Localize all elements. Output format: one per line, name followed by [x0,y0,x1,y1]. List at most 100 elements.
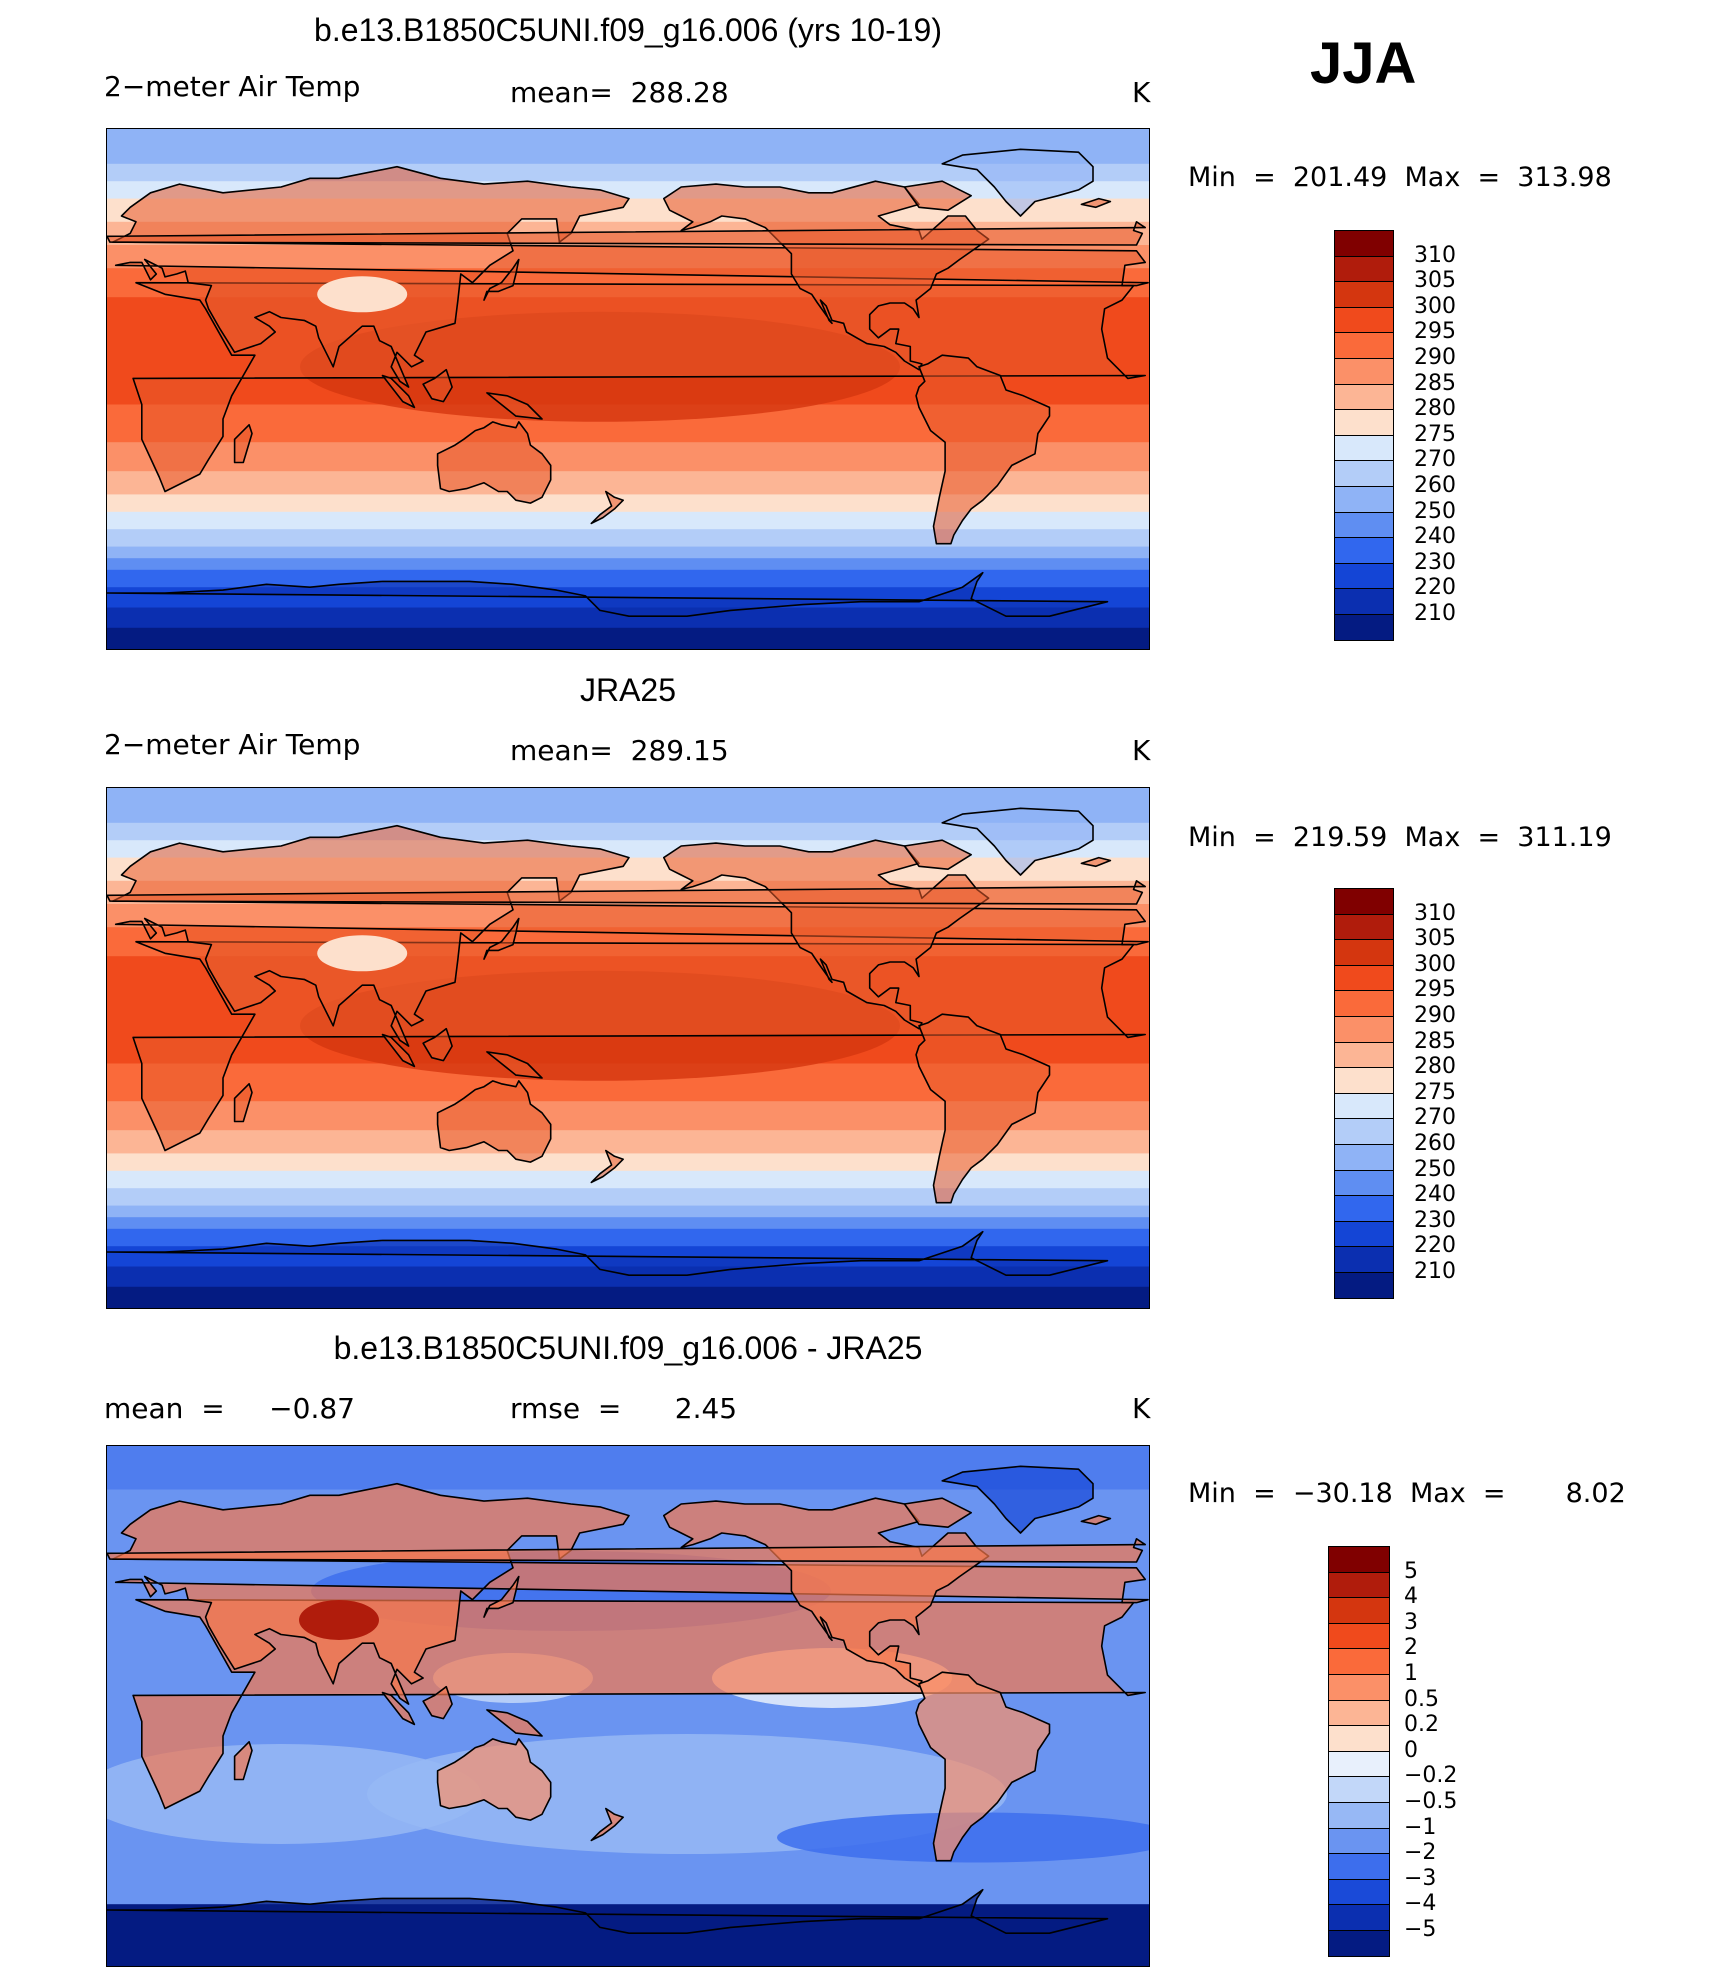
colorbar-swatch [1334,1195,1394,1222]
colorbar-swatch [1334,486,1394,513]
colorbar-swatch [1334,1272,1394,1299]
season-label: JJA [1310,31,1417,96]
rmse-label: rmse = 2.45 [510,1392,738,1425]
colorbar-tick-label: 0 [1404,1737,1418,1763]
colorbar-tick-label: 0.5 [1404,1686,1439,1712]
colorbar-swatch [1334,990,1394,1017]
colorbar-tick-label: 220 [1414,1233,1456,1259]
panel-title-obs: JRA25 [579,672,677,708]
colorbar-tick-label: 5 [1404,1558,1418,1584]
colorbar-tick-label: 250 [1414,1156,1456,1182]
colorbar-swatch [1334,358,1394,385]
panel-title-diff: b.e13.B1850C5UNI.f09_g16.006 - JRA25 [333,1330,923,1366]
colorbar-swatch [1328,1622,1390,1650]
colorbar-swatch [1334,1220,1394,1248]
colorbar-swatch [1334,460,1394,487]
mean-label-obs: mean= 289.15 [510,734,729,767]
colorbar-tick-label: 210 [1414,1259,1456,1284]
colorbar-swatch [1334,281,1394,308]
colorbar-swatch [1328,1853,1390,1880]
colorbar-swatch [1328,1674,1390,1701]
colorbar-swatch [1334,332,1394,359]
units-label-model: K [1132,76,1151,109]
colorbar-swatch [1334,964,1394,992]
colorbar-swatch [1334,1144,1394,1171]
colorbar-swatch [1334,1169,1394,1197]
colorbar-swatch [1334,537,1394,564]
colorbar-tick-label: 290 [1414,345,1456,370]
colorbar-tick-label: 0.2 [1404,1712,1439,1738]
units-label-obs: K [1132,734,1151,767]
colorbar-tick-label: 275 [1414,421,1456,447]
colorbar-tick-label: 270 [1414,447,1456,473]
colorbar-tick-label: 2 [1404,1635,1418,1661]
colorbar-swatch [1328,1546,1390,1573]
colorbar-swatch [1334,434,1394,462]
colorbar-tick-label: 270 [1414,1105,1456,1131]
colorbar-tick-label: 300 [1414,293,1456,319]
colorbar-swatch [1334,1041,1394,1069]
colorbar-tick-label: 250 [1414,498,1456,524]
colorbar-tick-label: 305 [1414,926,1456,952]
colorbar-tick-label: −1 [1404,1814,1437,1840]
colorbar-tick-label: 295 [1414,319,1456,345]
map-obs [106,787,1150,1309]
colorbar-swatch [1328,1750,1390,1778]
colorbar-swatch [1334,511,1394,539]
variable-label-obs: 2−meter Air Temp [104,728,361,761]
colorbar-swatch [1328,1776,1390,1803]
colorbar-tick-label: 1 [1404,1661,1418,1686]
minmax-diff: Min = −30.18 Max = 8.02 [1188,1478,1626,1509]
colorbar-tick-label: 275 [1414,1079,1456,1105]
colorbar-swatch [1328,1827,1390,1855]
colorbar-swatch [1334,1246,1394,1273]
colorbar-tick-label: 240 [1414,524,1456,550]
colorbar-tick-label: 285 [1414,370,1456,396]
colorbar-swatch [1328,1878,1390,1906]
map-model [106,128,1150,650]
variable-label-model: 2−meter Air Temp [104,70,361,103]
colorbar-tick-label: 260 [1414,1131,1456,1156]
colorbar-swatch [1328,1930,1390,1957]
colorbar-tick-label: 310 [1414,900,1456,926]
colorbar-tick-label: 295 [1414,977,1456,1003]
map-diff [106,1445,1150,1967]
colorbar-tick-label: −0.2 [1404,1763,1458,1789]
colorbar-swatch [1334,230,1394,257]
colorbar-tick-label: 230 [1414,549,1456,575]
colorbar-tick-label: 300 [1414,951,1456,977]
panel-title-model: b.e13.B1850C5UNI.f09_g16.006 (yrs 10-19) [314,12,942,48]
map-svg-diff [107,1446,1149,1966]
colorbar-tick-label: 305 [1414,268,1456,294]
colorbar-swatch [1328,1802,1390,1829]
colorbar-tick-label: 285 [1414,1028,1456,1054]
colorbar-swatch [1334,409,1394,436]
colorbar-tick-label: 310 [1414,242,1456,268]
colorbar-swatch [1334,588,1394,615]
colorbar-swatch [1334,562,1394,590]
map-svg-model [107,129,1149,649]
diff-mean-label: mean = −0.87 [104,1392,355,1425]
colorbar-tick-label: 240 [1414,1182,1456,1208]
colorbar-tick-label: 220 [1414,575,1456,601]
colorbar-tick-label: 4 [1404,1584,1418,1610]
colorbar-swatch [1328,1648,1390,1675]
colorbar-swatch [1328,1699,1390,1727]
minmax-obs: Min = 219.59 Max = 311.19 [1188,822,1612,853]
colorbar-tick-label: −3 [1404,1865,1437,1891]
colorbar-swatch [1334,614,1394,641]
map-svg-obs [107,788,1149,1308]
colorbar-swatch [1334,1118,1394,1145]
colorbar-swatch [1334,383,1394,411]
colorbar-swatch [1334,888,1394,915]
colorbar-tick-label: −0.5 [1404,1789,1458,1814]
colorbar-swatch [1328,1725,1390,1752]
colorbar-swatch [1334,913,1394,941]
colorbar-tick-label: 230 [1414,1207,1456,1233]
mean-label-model: mean= 288.28 [510,76,729,109]
colorbar-tick-label: 290 [1414,1003,1456,1028]
colorbar-tick-label: 280 [1414,396,1456,422]
colorbar-tick-label: 210 [1414,601,1456,626]
colorbar-swatch [1334,939,1394,966]
colorbar-tick-label: −5 [1404,1917,1437,1942]
